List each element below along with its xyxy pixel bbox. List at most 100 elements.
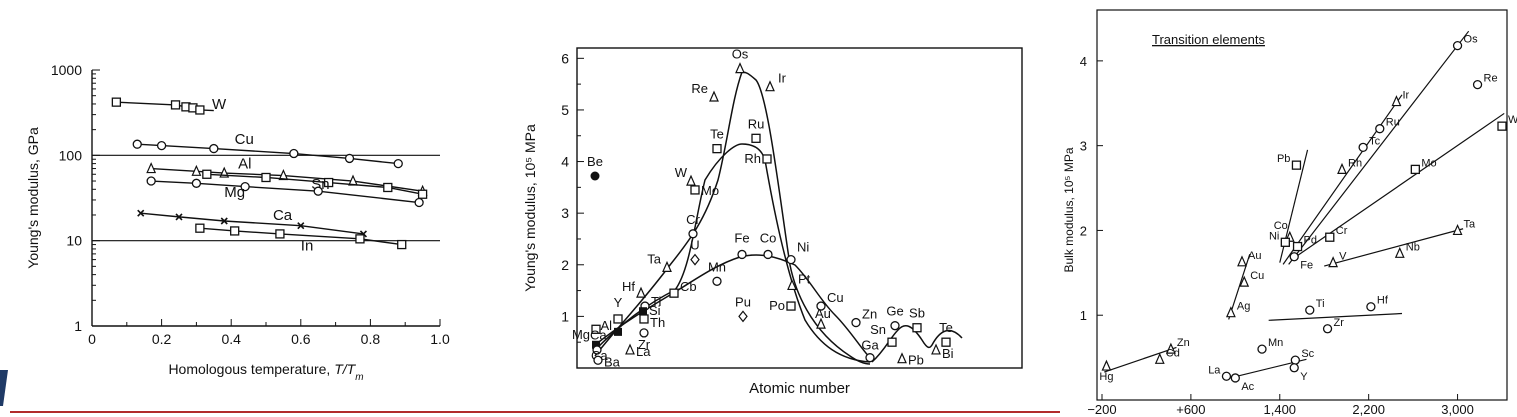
data-point-ta — [662, 260, 672, 272]
data-point-ti — [1305, 305, 1315, 315]
data-point-ca — [175, 213, 183, 221]
data-point-u — [690, 253, 700, 266]
data-point-hg — [1101, 359, 1112, 371]
y-tick-label: 1 — [1080, 308, 1087, 323]
series-line-cu — [137, 143, 399, 165]
trend-line-8 — [1290, 112, 1505, 261]
data-point-cu — [344, 153, 355, 164]
point-label-al: Al — [600, 318, 612, 333]
series-label-al: Al — [238, 156, 251, 173]
trend-curve-3 — [594, 254, 873, 361]
point-label-w: W — [675, 165, 688, 180]
point-label-au: Au — [1248, 250, 1261, 262]
point-label-ir: Ir — [1402, 90, 1409, 102]
data-point-cr — [1325, 232, 1335, 242]
point-label-re: Re — [691, 81, 708, 96]
data-point-mn — [712, 276, 722, 286]
point-label-au: Au — [815, 306, 831, 321]
data-point-sn — [383, 182, 393, 193]
point-label-mo: Mo — [1421, 157, 1436, 169]
point-label-cr: Cr — [686, 212, 700, 227]
data-point-nb — [1394, 246, 1405, 258]
point-label-cu: Cu — [827, 290, 844, 305]
point-label-rh: Rh — [1348, 157, 1362, 169]
y-tick-label: 100 — [59, 147, 83, 163]
plot-frame — [576, 47, 1023, 369]
point-label-ac: Ac — [1241, 381, 1254, 393]
point-label-te: Te — [939, 320, 953, 335]
data-point-po — [786, 301, 796, 311]
data-point-zr — [1322, 324, 1333, 334]
corner-logo-mark — [0, 370, 8, 406]
data-point-ag — [1225, 306, 1236, 318]
point-label-te: Te — [710, 127, 724, 142]
data-point-zn — [1165, 342, 1176, 354]
x-tick-label: 0 — [88, 331, 96, 347]
data-point-pt — [787, 278, 797, 291]
trend-line-9 — [1324, 228, 1464, 267]
data-point-re — [709, 90, 719, 102]
data-point-cu — [393, 158, 403, 169]
point-label-ru: Ru — [748, 116, 765, 131]
y-tick-label: 5 — [561, 102, 569, 118]
point-label-hg: Hg — [1099, 371, 1113, 383]
data-point-cu — [816, 301, 826, 311]
data-point-sn — [202, 169, 212, 179]
data-point-cu — [156, 140, 167, 151]
x-tick-label: 0.2 — [152, 331, 172, 347]
point-label-la: La — [636, 344, 651, 359]
point-label-re: Re — [1484, 73, 1498, 85]
data-point-ru — [751, 133, 761, 143]
point-label-os: Os — [732, 47, 749, 62]
data-point-sn — [887, 337, 897, 347]
point-label-po: Po — [769, 298, 785, 313]
y-axis-label: Young's modulus, 10⁵ MPa — [522, 124, 538, 292]
data-point-sn — [261, 172, 271, 183]
point-label-co: Co — [1274, 220, 1288, 232]
point-label-ta: Ta — [647, 251, 662, 266]
series-line-al — [151, 167, 423, 192]
y-tick-label: 4 — [561, 154, 569, 170]
data-point-cr — [688, 229, 698, 239]
data-point-in — [275, 229, 285, 239]
plot-frame — [1096, 9, 1508, 401]
data-point-au — [1237, 255, 1247, 267]
data-point-ca — [592, 345, 602, 355]
data-point-cd — [1154, 352, 1165, 364]
point-label-pt: Pt — [798, 271, 811, 286]
point-label-w: W — [1508, 114, 1517, 126]
point-label-nb: Nb — [1406, 241, 1420, 253]
point-label-cb: Cb — [680, 279, 697, 294]
data-point-ba — [593, 355, 603, 365]
data-point-pb — [1291, 160, 1302, 170]
point-label-y: Y — [1300, 371, 1308, 383]
data-point-ir — [1391, 95, 1402, 107]
data-point-al — [614, 327, 622, 336]
point-label-ni: Ni — [1269, 230, 1279, 242]
data-point-ni — [786, 254, 796, 265]
point-label-os: Os — [1464, 34, 1479, 46]
y-tick-label: 4 — [1080, 54, 1087, 69]
data-point-co — [763, 249, 773, 260]
point-label-u: U — [690, 238, 699, 253]
data-point-mg — [313, 186, 323, 196]
data-point-la — [1221, 371, 1232, 381]
x-axis-label-math: T/Tm — [334, 361, 363, 383]
data-point-ca — [220, 217, 228, 225]
data-point-w — [195, 105, 205, 115]
data-point-hf — [1366, 302, 1376, 312]
chart-bulk-modulus-transition-elements: 1 2 3 4 −200 +600 1,400 2,200 3,000 Bulk modulus,… — [1062, 9, 1517, 417]
point-label-pb: Pb — [908, 353, 924, 368]
x-axis-label: Homologous temperature, T/Tm — [168, 361, 363, 383]
point-label-si: Si — [649, 303, 661, 318]
x-tick-label: 1.0 — [430, 331, 450, 347]
data-point-ir — [765, 80, 775, 92]
data-point-zn — [851, 317, 861, 328]
point-label-v: V — [1339, 251, 1347, 263]
series-line-ca — [140, 212, 364, 235]
data-point-fe — [737, 249, 747, 260]
point-label-zn: Zn — [1177, 337, 1190, 349]
data-point-ca — [591, 324, 601, 334]
data-point-sn — [323, 177, 334, 188]
point-label-pd: Pd — [1304, 235, 1317, 247]
